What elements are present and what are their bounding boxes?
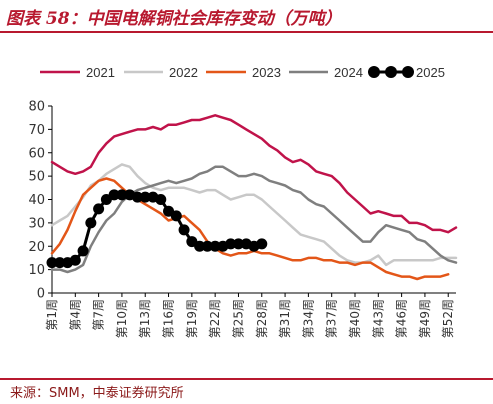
y-tick-label: 40 <box>28 193 45 208</box>
x-tick-label: 第40周 <box>348 299 362 338</box>
x-tick-label: 第52周 <box>441 299 455 338</box>
x-tick-label: 第1周 <box>45 299 59 331</box>
data-point-2025 <box>155 194 167 205</box>
x-tick-label: 第34周 <box>301 299 315 338</box>
x-tick-label: 第25周 <box>231 299 245 338</box>
series-2023 <box>50 177 450 281</box>
data-point-2025 <box>194 240 206 252</box>
chart-title: 图表 58：中国电解铜社会库存变动（万吨） <box>6 9 342 29</box>
x-tick-label: 第28周 <box>255 299 269 338</box>
legend-marker <box>368 66 380 78</box>
x-tick-label: 第46周 <box>395 299 409 338</box>
x-tick-label: 第10周 <box>115 299 129 338</box>
series-line-2024 <box>50 165 458 274</box>
legend-item-2023: 2023 <box>206 65 281 80</box>
data-point-2025 <box>178 224 190 236</box>
series-2024 <box>50 165 458 274</box>
x-tick-label: 第22周 <box>208 299 222 338</box>
series-2022 <box>50 163 458 267</box>
data-point-2025 <box>85 217 97 229</box>
x-tick-label: 第49周 <box>418 299 432 338</box>
y-tick-label: 60 <box>28 146 45 161</box>
y-tick-label: 20 <box>28 240 45 255</box>
data-point-2025 <box>131 191 143 203</box>
data-point-2025 <box>93 203 105 215</box>
legend-marker <box>402 66 414 78</box>
y-tick-label: 70 <box>28 123 45 138</box>
series-line-2023 <box>50 177 450 281</box>
series-line-2021 <box>50 114 458 234</box>
data-point-2025 <box>77 245 89 257</box>
series-2021 <box>50 114 458 234</box>
data-point-2025 <box>116 189 128 201</box>
x-tick-label: 第19周 <box>185 299 199 338</box>
x-tick-label: 第7周 <box>92 299 106 331</box>
series-line-2022 <box>50 163 458 267</box>
data-point-2025 <box>108 189 120 201</box>
y-tick-label: 80 <box>28 100 45 115</box>
legend-item-2022: 2022 <box>124 65 198 80</box>
y-tick-label: 0 <box>37 287 45 302</box>
legend-label: 2024 <box>334 65 363 80</box>
chart-header: 图表 58：中国电解铜社会库存变动（万吨） <box>0 0 493 33</box>
data-point-2025 <box>139 191 151 203</box>
y-tick-label: 30 <box>28 216 45 231</box>
legend-label: 2025 <box>416 65 445 80</box>
x-tick-label: 第4周 <box>68 299 82 331</box>
legend-item-2021: 2021 <box>40 65 115 80</box>
y-tick-label: 50 <box>28 170 45 185</box>
data-point-2025 <box>54 257 66 269</box>
data-point-2025 <box>225 238 237 250</box>
series-2025 <box>46 189 268 269</box>
chart-legend: 2021 2022 2023 2024 2025 <box>40 65 445 80</box>
legend-label: 2023 <box>252 65 281 80</box>
legend-marker <box>385 66 397 78</box>
legend-label: 2022 <box>169 65 198 80</box>
data-point-2025 <box>256 238 268 250</box>
source-divider <box>0 378 493 380</box>
x-axis: 第1周 第4周 第7周 第10周 第13周 第16周 第19周 第22周 第25周 第28周 第31… <box>45 292 456 338</box>
data-point-2025 <box>201 240 213 252</box>
data-point-2025 <box>46 257 58 269</box>
x-tick-label: 第31周 <box>278 299 292 338</box>
data-point-2025 <box>232 238 244 250</box>
x-tick-label: 第13周 <box>138 299 152 338</box>
x-tick-label: 第37周 <box>325 299 339 338</box>
line-chart: 2021 2022 2023 2024 2025 0 10 20 30 40 50 60 70 80 第… <box>28 65 458 338</box>
title-divider <box>0 31 493 33</box>
x-tick-label: 第16周 <box>162 299 176 338</box>
legend-label: 2021 <box>86 65 115 80</box>
x-tick-label: 第43周 <box>371 299 385 338</box>
data-point-2025 <box>69 254 81 266</box>
y-axis: 0 10 20 30 40 50 60 70 80 <box>28 100 53 302</box>
legend-item-2025: 2025 <box>368 65 445 80</box>
y-tick-label: 10 <box>28 263 45 278</box>
legend-item-2024: 2024 <box>289 65 363 80</box>
plot-area <box>46 114 458 281</box>
source-note: 来源：SMM，中泰证券研究所 <box>10 386 184 401</box>
data-point-2025 <box>209 240 221 252</box>
data-point-2025 <box>170 210 182 222</box>
